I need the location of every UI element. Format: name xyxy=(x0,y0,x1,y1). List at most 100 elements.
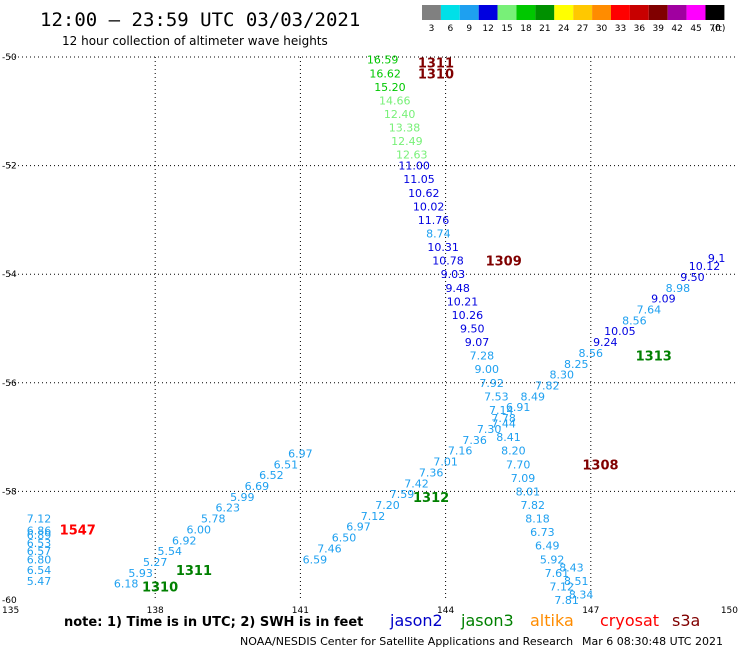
wave-height-label: 8.01 xyxy=(516,485,541,498)
wave-height-label: 7.53 xyxy=(484,390,509,403)
footer-credit: NOAA/NESDIS Center for Satellite Applica… xyxy=(240,635,573,648)
pass-number-label: 1308 xyxy=(582,458,618,473)
x-tick-label: 147 xyxy=(582,606,599,616)
wave-height-label: 8.20 xyxy=(501,445,526,458)
wave-height-label: 16.59 xyxy=(367,54,399,67)
wave-height-label: 6.00 xyxy=(187,523,212,536)
wave-height-label: 5.99 xyxy=(230,491,255,504)
wave-height-label: 7.36 xyxy=(419,466,444,479)
legend-swatch xyxy=(497,5,517,20)
wave-height-label: 6.59 xyxy=(303,553,328,566)
wave-height-label: 8.51 xyxy=(564,575,589,588)
wave-height-label: 11.76 xyxy=(418,214,450,227)
legend-label: 9 xyxy=(466,24,472,34)
wave-height-label: 7.70 xyxy=(506,458,531,471)
wave-height-label: 7.12 xyxy=(550,580,575,593)
pass-number-label: 1311 xyxy=(176,564,212,579)
wave-height-label: 7.36 xyxy=(462,434,487,447)
wave-height-label: 7.01 xyxy=(433,456,458,469)
satellite-s3a: s3a xyxy=(672,611,700,630)
wave-height-label: 8.30 xyxy=(550,369,575,382)
wave-height-label: 9.00 xyxy=(474,363,499,376)
wave-height-label: 8.56 xyxy=(579,347,604,360)
wave-height-label: 7.20 xyxy=(375,499,400,512)
x-tick-label: 141 xyxy=(292,606,309,616)
wave-height-label: 8.43 xyxy=(559,561,584,574)
legend-label: 45 xyxy=(690,24,701,34)
pass-number-label: 1309 xyxy=(486,255,522,270)
wave-height-label: 16.62 xyxy=(369,67,401,80)
wave-height-label: 7.92 xyxy=(479,377,504,390)
track-1310: 11.0011.0510.6210.0211.768.7410.3110.789… xyxy=(398,67,508,403)
wave-height-label: 6.86 xyxy=(27,524,52,537)
track-1309: 7.147.448.418.207.707.098.017.828.186.73… xyxy=(486,255,579,607)
pass-number-label: 1547 xyxy=(60,523,96,538)
legend-label: 70 xyxy=(709,24,721,34)
legend-label: 42 xyxy=(671,24,682,34)
wave-height-label: 10.12 xyxy=(689,260,721,273)
wave-height-label: 7.12 xyxy=(361,510,386,523)
wave-height-label: 7.42 xyxy=(404,477,429,490)
legend-label: 18 xyxy=(520,24,532,34)
y-tick-label: -52 xyxy=(2,162,17,172)
chart-subtitle: 12 hour collection of altimeter wave hei… xyxy=(62,34,328,48)
satellite-altika: altika xyxy=(530,611,574,630)
y-tick-label: -50 xyxy=(2,53,17,63)
track-1312: 7.307.367.167.017.367.427.597.207.126.97… xyxy=(303,423,502,566)
x-tick-label: 150 xyxy=(721,606,738,616)
wave-height-label: 13.38 xyxy=(389,122,421,135)
wave-height-label: 7.64 xyxy=(637,303,662,316)
legend-label: 3 xyxy=(429,24,435,34)
legend-label: 12 xyxy=(482,24,493,34)
plot-area: 135 138 141 144 147 150 -50 -52 -54 -56 -58 -60 16.5… xyxy=(2,53,738,616)
wave-height-label: 9.1 xyxy=(708,252,726,265)
legend-swatch xyxy=(592,5,611,20)
y-tick-label: -54 xyxy=(2,270,17,280)
satellite-jason3: jason3 xyxy=(460,611,514,630)
chart-title: 12:00 — 23:59 UTC 03/03/2021 xyxy=(40,9,360,31)
legend-label: 33 xyxy=(615,24,626,34)
legend-swatch xyxy=(705,5,725,20)
wave-height-label: 6.69 xyxy=(245,480,270,493)
wave-height-label: 5.92 xyxy=(540,553,565,566)
wave-height-label: 9.50 xyxy=(460,323,485,336)
legend-label: 24 xyxy=(558,24,570,34)
wave-height-label: 8.74 xyxy=(426,227,451,240)
wave-height-label: 6.53 xyxy=(27,537,52,550)
wave-height-label: 9.09 xyxy=(651,293,676,306)
wave-height-label: 6.92 xyxy=(172,534,197,547)
wave-height-label: 6.23 xyxy=(216,502,241,515)
legend-swatch xyxy=(478,5,498,20)
wave-height-label: 6.51 xyxy=(274,458,299,471)
wave-height-label: 6.49 xyxy=(535,540,560,553)
pass-number-label: 1310 xyxy=(418,67,454,82)
wave-height-label: 9.03 xyxy=(441,268,466,281)
wave-height-label: 7.61 xyxy=(545,567,570,580)
track-1547: 7.126.866.896.536.576.806.545.47 1547 xyxy=(27,513,96,588)
wave-height-label: 6.73 xyxy=(530,526,555,539)
wave-height-label: 6.57 xyxy=(27,545,52,558)
wave-height-label: 10.62 xyxy=(408,187,440,200)
wave-height-label: 9.48 xyxy=(445,282,470,295)
track-1313: 9.110.129.508.989.097.648.5610.059.248.5… xyxy=(491,252,725,425)
x-tick-label: 135 xyxy=(2,606,19,616)
wave-height-label: 10.05 xyxy=(604,325,636,338)
wave-height-label: 7.59 xyxy=(390,488,415,501)
wave-height-label: 6.50 xyxy=(332,532,357,545)
satellite-legend: jason2 jason3 altika cryosat s3a xyxy=(389,611,700,630)
wave-height-label: 6.18 xyxy=(114,578,139,591)
footer-timestamp: Mar 6 08:30:48 UTC 2021 xyxy=(582,635,723,648)
wave-height-label: 7.30 xyxy=(477,423,502,436)
wave-height-label: 5.54 xyxy=(157,545,182,558)
wave-height-label: 7.81 xyxy=(554,594,579,607)
wave-height-label: 6.97 xyxy=(346,521,371,534)
wave-height-label: 7.28 xyxy=(470,350,495,363)
color-legend: 3 6 9 12 15 18 21 24 27 30 33 36 39 42 45 70(ft) xyxy=(422,5,725,34)
wave-height-label: 7.82 xyxy=(535,380,560,393)
legend-label: 21 xyxy=(539,24,550,34)
wave-height-label: 12.63 xyxy=(396,149,428,162)
wave-height-label: 6.54 xyxy=(27,564,52,577)
wave-height-label: 12.49 xyxy=(391,135,423,148)
wave-height-label: 8.25 xyxy=(564,358,589,371)
